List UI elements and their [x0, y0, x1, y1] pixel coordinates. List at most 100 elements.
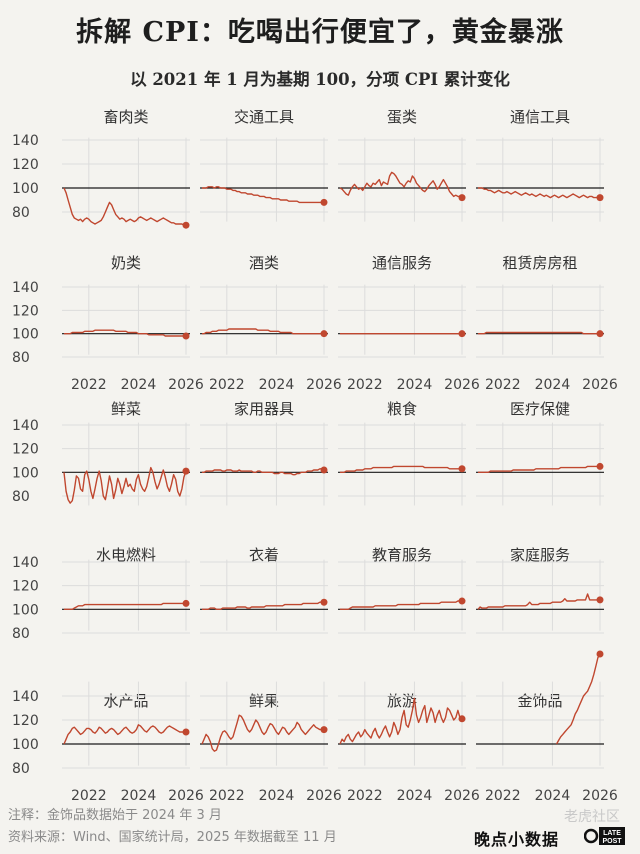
- series-end-point: [596, 462, 604, 470]
- panel-title: 酒类: [249, 254, 279, 272]
- series-line: [340, 600, 462, 610]
- y-tick-label: 100: [12, 602, 39, 618]
- watermark: 老虎社区: [564, 809, 620, 825]
- x-tick-label: 2022: [347, 788, 383, 804]
- series-end-point: [182, 467, 190, 475]
- svg-text:POST: POST: [602, 838, 622, 845]
- x-tick-label: 2024: [397, 377, 433, 393]
- series-line: [202, 328, 324, 335]
- panel-title: 金饰品: [517, 692, 562, 710]
- series-end-point: [458, 330, 466, 338]
- series-end-point: [182, 221, 190, 229]
- series-line: [63, 187, 186, 226]
- series-end-point: [320, 330, 328, 338]
- panel-title: 衣着: [249, 546, 279, 564]
- x-tick-label: 2026: [306, 788, 342, 804]
- y-tick-label: 80: [12, 350, 30, 366]
- panel-title: 教育服务: [372, 546, 432, 564]
- x-tick-label: 2022: [485, 377, 521, 393]
- y-tick-label: 140: [12, 555, 39, 571]
- series-line: [202, 468, 325, 476]
- series-line: [477, 593, 600, 610]
- y-tick-label: 100: [12, 327, 39, 343]
- panel-title: 粮食: [387, 400, 417, 418]
- x-tick-label: 2024: [535, 788, 571, 804]
- x-tick-label: 2026: [168, 377, 204, 393]
- panel-title: 通信服务: [372, 254, 432, 272]
- series-line: [339, 171, 463, 199]
- panel-title: 鲜果: [249, 692, 279, 710]
- x-tick-label: 2022: [485, 788, 521, 804]
- x-tick-label: 2024: [121, 788, 157, 804]
- footnote-source-start: 注释：金饰品数据始于 2024 年 3 月: [8, 808, 222, 823]
- x-tick-label: 2026: [444, 788, 480, 804]
- series-line: [64, 602, 186, 610]
- series-end-point: [320, 198, 328, 206]
- series-end-point: [596, 194, 604, 202]
- series-end-point: [596, 650, 604, 658]
- y-tick-label: 120: [12, 442, 39, 458]
- series-line: [340, 465, 462, 473]
- y-tick-label: 140: [12, 280, 39, 296]
- x-tick-label: 2026: [444, 377, 480, 393]
- chart-subtitle: 以 2021 年 1 月为基期 100，分项 CPI 累计变化: [130, 70, 510, 89]
- y-tick-label: 80: [12, 626, 30, 642]
- x-tick-label: 2022: [71, 788, 107, 804]
- x-tick-label: 2022: [71, 377, 107, 393]
- series-end-point: [182, 332, 190, 340]
- x-tick-label: 2022: [209, 377, 245, 393]
- panel-title: 家庭服务: [510, 546, 570, 564]
- panel-title: 鲜菜: [111, 400, 141, 418]
- series-end-point: [458, 715, 466, 723]
- series-end-point: [458, 194, 466, 202]
- series-end-point: [458, 465, 466, 473]
- series-line: [64, 329, 186, 337]
- footnote-data-source: 资料来源：Wind、国家统计局，2025 年数据截至 11 月: [8, 830, 337, 845]
- series-line: [478, 331, 600, 335]
- y-tick-label: 80: [12, 489, 30, 505]
- chart-title: 拆解 CPI：吃喝出行便宜了，黄金暴涨: [76, 17, 564, 48]
- series-line: [339, 697, 463, 745]
- x-tick-label: 2026: [306, 377, 342, 393]
- series-line: [478, 465, 600, 473]
- latepost-logo-icon: LATE POST: [584, 827, 625, 845]
- panel-title: 租赁房房租: [502, 254, 577, 272]
- series-end-point: [596, 330, 604, 338]
- series-line: [555, 653, 601, 745]
- series-line: [201, 714, 324, 752]
- series-end-point: [458, 597, 466, 605]
- series-end-point: [320, 466, 328, 474]
- panel-title: 畜肉类: [103, 108, 148, 126]
- x-tick-label: 2026: [582, 788, 618, 804]
- y-tick-label: 120: [12, 157, 39, 173]
- panel-title: 医疗保健: [510, 400, 570, 418]
- y-tick-label: 80: [12, 205, 30, 221]
- series-end-point: [320, 598, 328, 606]
- series-end-point: [320, 726, 328, 734]
- x-tick-label: 2022: [209, 788, 245, 804]
- series-line: [63, 466, 187, 504]
- panel-title: 奶类: [111, 254, 141, 272]
- x-tick-label: 2024: [121, 377, 157, 393]
- x-tick-label: 2022: [347, 377, 383, 393]
- x-tick-label: 2024: [259, 377, 295, 393]
- series-line: [202, 601, 324, 610]
- x-tick-label: 2024: [397, 788, 433, 804]
- y-tick-label: 140: [12, 133, 39, 149]
- series-line: [478, 187, 600, 199]
- series-end-point: [182, 728, 190, 736]
- y-tick-label: 140: [12, 689, 39, 705]
- series-line: [202, 186, 324, 204]
- panel-title: 交通工具: [234, 108, 294, 126]
- y-tick-label: 120: [12, 579, 39, 595]
- series-end-point: [596, 596, 604, 604]
- y-tick-label: 140: [12, 418, 39, 434]
- brand-name: 晚点小数据: [474, 830, 560, 849]
- y-tick-label: 100: [12, 465, 39, 481]
- panel-title: 水电燃料: [96, 546, 156, 564]
- svg-text:LATE: LATE: [603, 830, 621, 837]
- panel-title: 家用器具: [234, 400, 294, 418]
- y-tick-label: 120: [12, 303, 39, 319]
- panel-title: 通信工具: [510, 108, 570, 126]
